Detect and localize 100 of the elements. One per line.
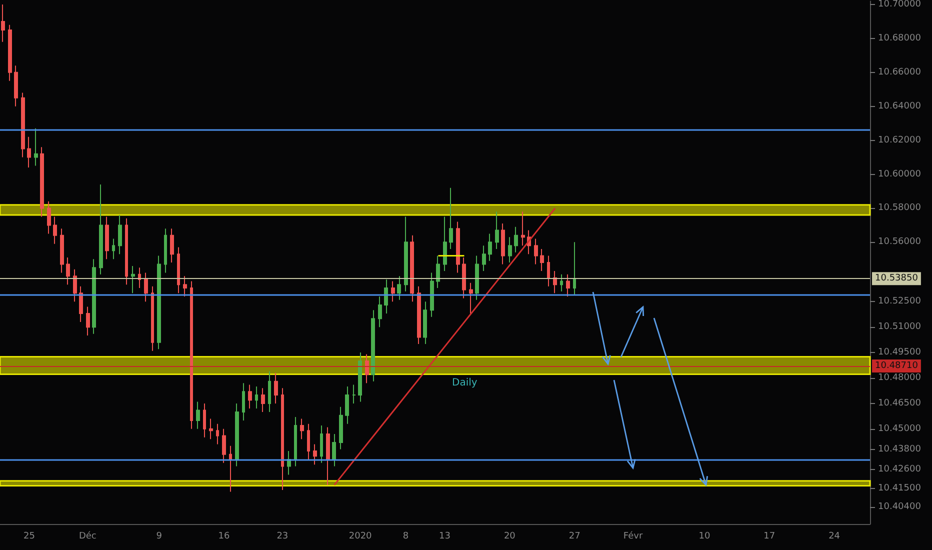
candlestick — [209, 418, 213, 440]
candlestick — [514, 226, 518, 253]
candlestick — [436, 255, 440, 289]
y-tick-label: 10.40400 — [878, 502, 922, 512]
candlestick — [248, 384, 252, 410]
candlestick — [417, 286, 421, 345]
candlestick — [573, 242, 576, 296]
x-tick-label: 2020 — [348, 532, 372, 542]
candlestick — [281, 388, 284, 491]
candlestick — [27, 136, 31, 168]
candlestick — [423, 301, 427, 345]
candlestick — [378, 296, 382, 328]
candlestick — [469, 282, 473, 314]
candlestick — [475, 255, 479, 300]
candlestick — [495, 211, 499, 250]
candlestick — [229, 445, 232, 492]
candlestick — [14, 65, 18, 107]
candlestick — [391, 280, 395, 302]
candlestick — [443, 216, 447, 272]
y-tick-label: 10.62000 — [878, 135, 922, 146]
candlestick — [66, 256, 70, 286]
x-tick-label: Déc — [78, 530, 96, 542]
candlestick — [501, 223, 505, 265]
x-tick-label: 27 — [568, 532, 580, 542]
y-tick-label: 10.60000 — [878, 169, 922, 180]
candlestick — [534, 238, 538, 265]
candlestick — [482, 245, 486, 272]
candlestick — [456, 221, 460, 274]
candlestick — [300, 418, 304, 440]
candlestick — [365, 354, 369, 384]
candlestick — [358, 352, 362, 402]
candlestick — [261, 388, 265, 412]
candlestick — [566, 274, 570, 298]
candlestick — [8, 24, 12, 82]
y-tick-label: 10.52500 — [878, 296, 922, 307]
candlestick — [92, 258, 96, 334]
candlestick — [138, 267, 141, 289]
candlestick — [397, 276, 401, 300]
ref-line-label: 10.48710 — [875, 360, 918, 371]
x-tick-label: 9 — [156, 532, 162, 542]
candlestick — [60, 228, 64, 274]
candlestick — [268, 370, 271, 412]
x-tick-label: 16 — [218, 532, 230, 542]
candlestick — [183, 276, 187, 298]
candlestick — [216, 423, 219, 445]
candlestick — [196, 401, 200, 430]
candlestick — [320, 425, 323, 464]
candlestick — [404, 216, 408, 292]
x-tick-label: Févr — [623, 530, 643, 542]
candlestick — [384, 279, 388, 314]
y-tick-label: 10.56000 — [878, 237, 922, 248]
candlestick — [164, 228, 167, 274]
candlestick — [560, 274, 563, 292]
y-tick-label: 10.70000 — [878, 0, 922, 10]
candlestick — [352, 384, 356, 404]
candlestick — [294, 416, 297, 467]
y-tick-label: 10.68000 — [878, 33, 922, 44]
candlestick — [34, 128, 38, 166]
candlestick — [540, 248, 544, 272]
candlestick — [449, 187, 453, 250]
y-tick-label: 10.46500 — [878, 398, 922, 408]
annotation: Daily — [452, 378, 478, 388]
x-tick-label: 25 — [23, 532, 35, 542]
candlestick — [547, 255, 550, 287]
x-tick-label: 17 — [764, 532, 776, 542]
candlestick — [118, 214, 122, 255]
x-tick-label: 10 — [698, 532, 710, 542]
candlestick — [144, 272, 148, 302]
candlestick — [255, 386, 258, 410]
y-tick-label: 10.64000 — [878, 101, 922, 112]
candlestick — [1, 4, 5, 42]
candlestick — [553, 270, 557, 294]
y-tick-label: 10.45000 — [878, 424, 922, 434]
y-tick-label: 10.42600 — [878, 464, 922, 475]
y-tick-label: 10.41500 — [878, 483, 922, 494]
candlestick — [371, 310, 375, 382]
candlestick — [99, 184, 103, 275]
candlestick — [125, 218, 128, 286]
candlestick — [462, 256, 466, 299]
x-tick-label: 24 — [828, 532, 840, 542]
candlestick — [332, 434, 336, 467]
candlestick — [86, 306, 90, 336]
candlestick — [235, 402, 239, 467]
candlestick — [430, 272, 434, 318]
candlestick — [112, 238, 115, 260]
candlestick — [53, 216, 57, 244]
y-tick-label: 10.48000 — [878, 372, 922, 383]
x-tick-label: 20 — [504, 532, 516, 542]
candlestick — [313, 444, 317, 466]
candlestick — [157, 255, 161, 350]
candlestick — [339, 406, 343, 450]
y-tick-label: 10.66000 — [878, 67, 922, 78]
candlestick — [151, 286, 154, 352]
candlestick — [79, 286, 83, 322]
candlestick — [508, 236, 512, 264]
candlestick — [488, 233, 492, 262]
candlestick — [242, 382, 245, 421]
candlestick — [521, 211, 525, 246]
candlestick — [105, 216, 109, 260]
candlestick — [40, 146, 44, 218]
